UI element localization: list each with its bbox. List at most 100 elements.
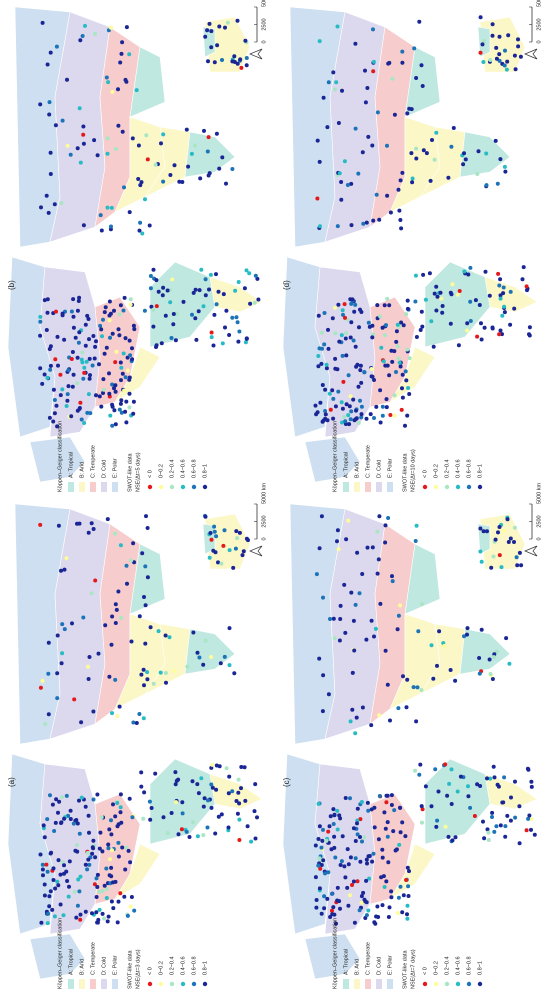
gauge-dot xyxy=(392,808,397,813)
gauge-dot xyxy=(239,65,244,70)
gauge-dot xyxy=(330,891,334,896)
gauge-dot xyxy=(369,367,374,371)
gauge-dot xyxy=(335,885,340,890)
gauge-dot xyxy=(46,911,51,916)
gauge-dot xyxy=(171,322,176,327)
gauge-dot xyxy=(123,336,128,341)
gauge-dot xyxy=(127,391,132,396)
gauge-dot xyxy=(317,159,322,164)
gauge-dot xyxy=(230,167,235,171)
legend-swatch xyxy=(112,482,118,492)
gauge-dot xyxy=(400,372,405,377)
legend-label: < 0 xyxy=(422,967,428,975)
gauge-dot xyxy=(154,343,159,348)
gauge-dot xyxy=(342,864,347,869)
gauge-dot xyxy=(498,157,503,162)
gauge-dot xyxy=(46,210,51,215)
gauge-dot xyxy=(372,825,377,830)
legend-dot xyxy=(477,981,483,987)
legend-swatch xyxy=(343,482,349,492)
gauge-dot xyxy=(328,617,332,621)
gauge-dot xyxy=(403,369,408,374)
gauge-dot xyxy=(517,804,522,809)
legend-label: C: Temperate xyxy=(90,942,96,975)
climate-zone xyxy=(304,436,361,483)
gauge-dot xyxy=(103,623,108,628)
legend-swatch xyxy=(343,979,349,989)
gauge-dot xyxy=(337,813,342,818)
gauge-dot xyxy=(468,265,473,270)
gauge-dot xyxy=(315,196,320,201)
gauge-dot xyxy=(348,394,353,399)
gauge-dot xyxy=(366,320,371,325)
gauge-dot xyxy=(363,68,367,73)
legend-label: < 0 xyxy=(147,967,153,975)
gauge-dot xyxy=(366,134,371,139)
panel-label: (c) xyxy=(282,777,291,787)
gauge-dot xyxy=(359,894,364,899)
legend-swatch xyxy=(376,482,382,492)
gauge-dot xyxy=(352,648,357,653)
gauge-dot xyxy=(348,855,353,860)
gauge-dot xyxy=(400,170,405,175)
gauge-dot xyxy=(358,398,362,403)
gauge-dot xyxy=(86,392,91,397)
gauge-dot xyxy=(380,325,385,330)
legend-dot xyxy=(191,981,197,987)
gauge-dot xyxy=(206,135,211,140)
gauge-dot xyxy=(113,602,118,607)
legend-dot xyxy=(169,981,175,987)
gauge-dot xyxy=(194,337,199,342)
legend-label: A: Tropical xyxy=(68,949,74,975)
gauge-dot xyxy=(124,845,129,850)
gauge-dot xyxy=(405,677,410,682)
gauge-dot xyxy=(401,323,406,328)
gauge-dot xyxy=(104,75,109,80)
gauge-dot xyxy=(479,337,484,342)
gauge-dot xyxy=(526,816,531,821)
gauge-dot xyxy=(513,779,517,784)
gauge-dot xyxy=(317,886,322,891)
gauge-dot xyxy=(98,213,103,218)
gauge-dot xyxy=(243,798,248,803)
gauge-dot xyxy=(348,719,353,724)
gauge-dot xyxy=(314,572,319,577)
gauge-dot xyxy=(343,419,348,424)
gauge-dot xyxy=(415,685,420,690)
gauge-dot xyxy=(410,176,415,181)
gauge-dot xyxy=(325,896,330,901)
gauge-dot xyxy=(388,413,393,417)
gauge-dot xyxy=(256,297,261,302)
gauge-dot xyxy=(118,360,123,365)
gauge-dot xyxy=(353,602,358,607)
gauge-dot xyxy=(55,696,60,701)
gauge-dot xyxy=(493,138,498,143)
gauge-dot xyxy=(407,869,411,874)
gauge-dot xyxy=(396,187,401,192)
gauge-dot xyxy=(75,843,79,847)
gauge-dot xyxy=(95,872,100,877)
gauge-dot xyxy=(211,548,216,553)
gauge-dot xyxy=(105,517,110,522)
gauge-dot xyxy=(355,879,360,884)
gauge-dot xyxy=(60,622,65,627)
gauge-dot xyxy=(313,403,318,408)
gauge-dot xyxy=(86,317,91,321)
gauge-dot xyxy=(395,627,400,632)
gauge-dot xyxy=(64,556,69,561)
gauge-dot xyxy=(322,894,327,899)
gauge-dot xyxy=(203,293,208,298)
gauge-dot xyxy=(212,312,217,317)
gauge-dot xyxy=(68,817,73,821)
gauge-dot xyxy=(498,823,503,828)
gauge-dot xyxy=(343,630,348,635)
gauge-dot xyxy=(377,713,382,718)
gauge-dot xyxy=(51,387,56,392)
gauge-dot xyxy=(439,296,444,301)
gauge-dot xyxy=(489,565,494,570)
gauge-dot xyxy=(216,814,221,819)
gauge-dot xyxy=(382,810,387,815)
gauge-dot xyxy=(405,111,410,116)
gauge-dot xyxy=(365,800,370,805)
gauge-dot xyxy=(363,100,368,105)
